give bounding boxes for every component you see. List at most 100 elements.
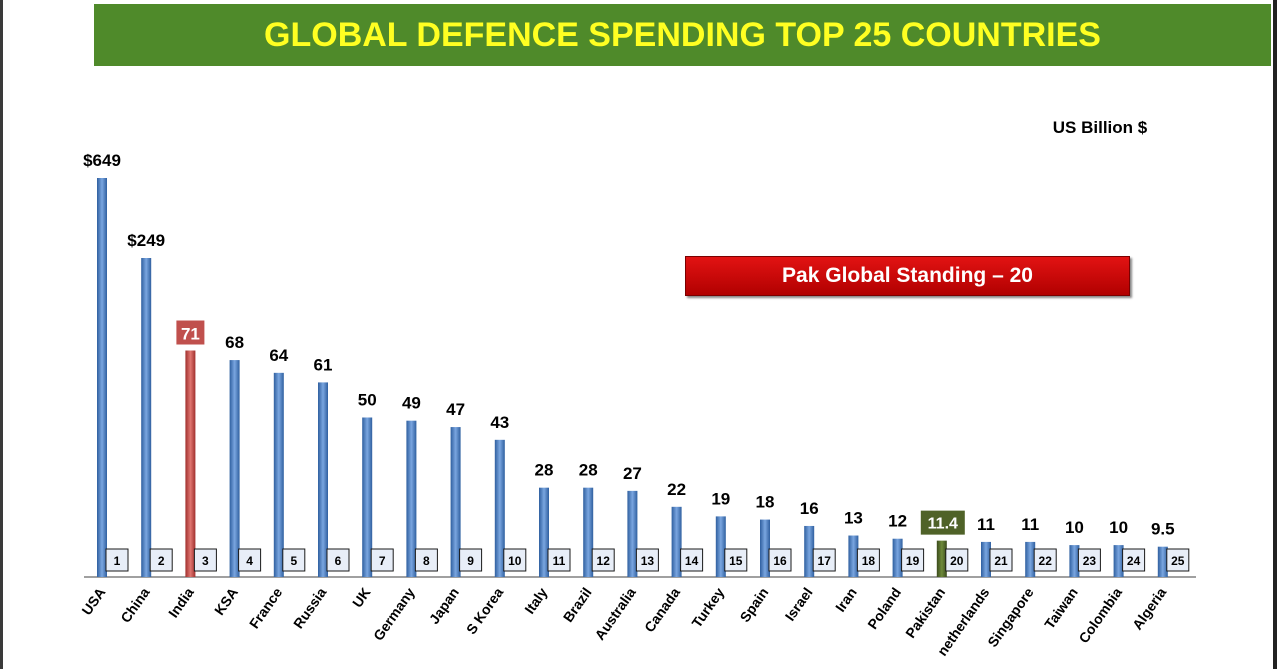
- rank-box: 20: [945, 548, 969, 572]
- category-label: Algeria: [1129, 584, 1169, 632]
- rank-box: 17: [812, 548, 836, 572]
- india-label-bg: [176, 320, 205, 345]
- value-label: 61: [314, 355, 333, 374]
- rank-label: 24: [1127, 554, 1141, 568]
- bar-china: [141, 258, 152, 577]
- rank-box: 3: [193, 548, 217, 572]
- rank-box: 9: [459, 548, 483, 572]
- rank-label: 1: [114, 554, 121, 568]
- rank-box: 14: [680, 548, 704, 572]
- category-label: Germany: [370, 584, 418, 643]
- bar-italy: [539, 487, 549, 577]
- rank-label: 21: [994, 554, 1008, 568]
- chart-title: GLOBAL DEFENCE SPENDING TOP 25 COUNTRIES: [264, 15, 1101, 54]
- bar-germany: [406, 420, 417, 577]
- rank-label: 14: [685, 554, 699, 568]
- category-label: France: [246, 584, 286, 631]
- rank-box: 12: [591, 548, 615, 572]
- rank-box: 18: [856, 548, 880, 572]
- rank-box: 4: [238, 548, 262, 572]
- category-label: Turkey: [688, 584, 727, 630]
- rank-label: 23: [1083, 554, 1097, 568]
- value-label: 50: [358, 391, 377, 410]
- category-label: KSA: [211, 585, 241, 618]
- rank-label: 19: [906, 554, 920, 568]
- rank-label: 15: [729, 554, 743, 568]
- rank-label: 5: [290, 554, 297, 568]
- rank-label: 22: [1039, 554, 1053, 568]
- rank-label: 13: [641, 554, 655, 568]
- bar-turkey: [715, 516, 726, 577]
- rank-box: 6: [326, 548, 350, 572]
- rank-box: 24: [1122, 548, 1146, 572]
- bar-pakistan: [936, 540, 947, 577]
- category-label: Brazil: [560, 585, 595, 625]
- pak-standing-callout: Pak Global Standing – 20: [685, 256, 1130, 296]
- bar-ksa: [229, 360, 240, 577]
- value-label: 18: [756, 493, 775, 512]
- value-label: 16: [800, 499, 819, 518]
- bar-iran: [848, 535, 859, 577]
- value-label: 19: [711, 489, 730, 508]
- rank-label: 8: [423, 554, 430, 568]
- bar-japan: [450, 427, 461, 577]
- rank-label: 7: [379, 554, 386, 568]
- bar-spain: [760, 519, 770, 577]
- bar-taiwan: [1069, 545, 1080, 577]
- bar-india: [185, 350, 196, 577]
- left-frame-border: [0, 0, 3, 669]
- value-label: 64: [269, 346, 288, 365]
- value-label: 28: [535, 461, 554, 480]
- value-label: $249: [127, 231, 165, 250]
- bar-uk: [362, 417, 373, 577]
- rank-box: 13: [635, 548, 659, 572]
- category-label: Spain: [736, 585, 771, 625]
- category-label: Canada: [641, 584, 683, 635]
- rank-label: 2: [158, 554, 165, 568]
- rank-label: 12: [597, 554, 611, 568]
- rank-label: 4: [246, 554, 253, 568]
- category-label: USA: [78, 585, 108, 618]
- rank-box: 21: [989, 548, 1013, 572]
- bar-canada: [671, 506, 682, 577]
- category-label: S Korea: [463, 584, 507, 637]
- value-label: 28: [579, 461, 598, 480]
- category-label: Russia: [290, 584, 330, 631]
- right-frame-border: [1273, 0, 1277, 669]
- value-label: 47: [446, 400, 465, 419]
- category-label: India: [165, 584, 197, 620]
- rank-label: 18: [862, 554, 876, 568]
- rank-box: 19: [901, 548, 925, 572]
- category-label: Italy: [521, 584, 550, 616]
- value-label: 68: [225, 333, 244, 352]
- rank-box: 15: [724, 548, 748, 572]
- bar-brazil: [583, 487, 594, 577]
- rank-box: 5: [282, 548, 306, 572]
- bar-australia: [627, 490, 638, 577]
- bar-israel: [804, 525, 815, 577]
- value-label: 27: [623, 464, 642, 483]
- value-label: 43: [490, 413, 509, 432]
- bar-netherlands: [981, 541, 991, 577]
- category-label: Iran: [832, 585, 860, 615]
- category-label: UK: [349, 585, 374, 611]
- category-label: Colombia: [1075, 584, 1125, 646]
- bar-singapore: [1025, 541, 1036, 577]
- category-label: China: [117, 584, 153, 625]
- rank-box: 16: [768, 548, 792, 572]
- rank-label: 3: [202, 554, 209, 568]
- bar-russia: [318, 382, 328, 577]
- bar-algeria: [1157, 546, 1168, 577]
- bar-colombia: [1113, 545, 1124, 577]
- rank-box: 25: [1166, 548, 1190, 572]
- rank-label: 17: [818, 554, 832, 568]
- rank-label: 10: [508, 554, 522, 568]
- value-label: 11: [977, 515, 995, 534]
- bar-france: [273, 372, 284, 577]
- rank-box: 8: [414, 548, 438, 572]
- value-label: 11: [1021, 515, 1039, 534]
- value-label: 22: [667, 480, 686, 499]
- rank-label: 6: [335, 554, 342, 568]
- rank-label: 9: [467, 554, 474, 568]
